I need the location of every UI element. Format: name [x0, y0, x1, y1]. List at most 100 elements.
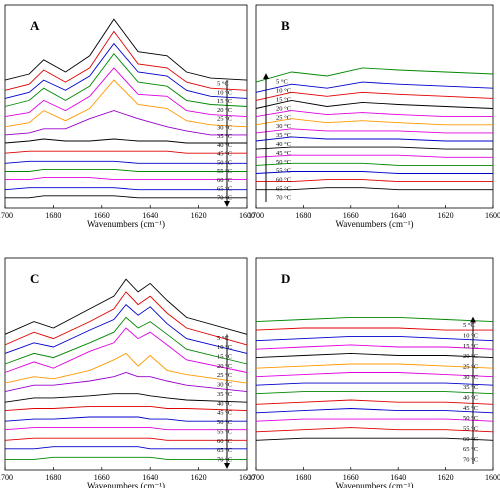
panel-letter: A	[30, 18, 40, 33]
spectrum-line	[255, 136, 493, 142]
x-tick-label: 1660	[343, 211, 359, 220]
spectrum-line	[4, 138, 247, 144]
legend-label: 15 °C	[217, 354, 232, 361]
panel: C 1700 1680 1660 1640 1620 1600 Wavenumbers (cm…	[0, 257, 255, 488]
legend-label: 35 °C	[276, 132, 291, 139]
panel-letter: D	[281, 271, 290, 286]
legend-label: 55 °C	[217, 428, 232, 435]
spectrum-line	[255, 427, 494, 433]
x-tick-label: 1600	[239, 211, 255, 220]
x-tick-label: 1640	[390, 473, 406, 482]
spectrum-line	[4, 437, 247, 441]
spectrum-line	[4, 79, 248, 128]
legend-label: 25 °C	[217, 372, 232, 379]
spectrum-line	[255, 391, 494, 395]
spectrum-line	[4, 18, 248, 81]
x-tick-label: 1700	[248, 211, 264, 220]
legend-label: 10 °C	[276, 88, 291, 95]
spectrum-line	[4, 278, 248, 335]
legend-label: 25 °C	[217, 116, 232, 123]
legend-label: 15 °C	[217, 98, 232, 105]
legend-label: 40 °C	[463, 394, 478, 401]
spectrum-line	[255, 67, 494, 83]
spectrum-line	[5, 168, 247, 172]
spectrum-line	[4, 52, 248, 107]
legend-label: 20 °C	[463, 353, 478, 360]
panel-letter: B	[281, 18, 290, 33]
legend-label: 50 °C	[217, 159, 232, 166]
x-tick-label: 1620	[438, 473, 454, 482]
legend-label: 65 °C	[463, 446, 478, 453]
panel-letter: C	[30, 271, 39, 286]
legend-label: 65 °C	[217, 186, 232, 193]
x-tick-label: 1680	[295, 211, 311, 220]
spectrum-line	[255, 118, 493, 126]
spectrum-line	[4, 427, 247, 431]
spectrum-line	[4, 416, 247, 422]
spectrum-line	[5, 456, 247, 460]
legend-label: 35 °C	[217, 133, 232, 140]
x-axis-label: Wavenumbers (cm⁻¹)	[87, 219, 165, 229]
spectrum-line	[4, 316, 248, 365]
legend-label: 10 °C	[463, 332, 478, 339]
legend-label: 55 °C	[217, 168, 232, 175]
x-axis-label: Wavenumbers (cm⁻¹)	[336, 481, 414, 488]
spectrum-line	[4, 327, 248, 373]
legend-label: 10 °C	[217, 89, 232, 96]
spectrum-line	[255, 437, 494, 441]
panel: D 1700 1680 1660 1640 1620 1600 Wavenumbers (cm…	[248, 257, 500, 488]
x-tick-label: 1680	[45, 211, 61, 220]
x-tick-label: 1680	[295, 473, 311, 482]
legend-label: 25 °C	[276, 114, 291, 121]
legend-label: 50 °C	[217, 419, 232, 426]
legend-label: 25 °C	[463, 363, 478, 370]
legend-label: 20 °C	[276, 105, 291, 112]
spectrum-line	[5, 195, 247, 199]
legend-label: 70 °C	[217, 456, 232, 463]
legend-label: 5 °C	[217, 335, 229, 342]
spectrum-line	[255, 418, 494, 422]
legend-label: 70 °C	[276, 194, 291, 201]
x-tick-label: 1600	[485, 211, 500, 220]
legend-label: 30 °C	[276, 123, 291, 130]
legend-label: 15 °C	[276, 96, 291, 103]
x-tick-label: 1660	[94, 211, 110, 220]
spectrum-line	[255, 146, 493, 150]
spectrum-line	[255, 154, 493, 158]
legend-label: 10 °C	[217, 344, 232, 351]
legend-label: 45 °C	[217, 410, 232, 417]
x-tick-label: 1620	[438, 211, 454, 220]
x-tick-label: 1700	[0, 473, 13, 482]
plot-frame	[255, 4, 494, 209]
legend-label: 20 °C	[217, 363, 232, 370]
spectrum-line	[4, 372, 248, 393]
x-tick-label: 1660	[94, 473, 110, 482]
legend-label: 35 °C	[463, 384, 478, 391]
legend-label: 70 °C	[217, 194, 232, 201]
x-axis-label: Wavenumbers (cm⁻¹)	[336, 219, 414, 229]
x-tick-label: 1660	[343, 473, 359, 482]
legend-label: 15 °C	[463, 343, 478, 350]
spectrum-line	[4, 67, 248, 118]
x-tick-label: 1640	[142, 473, 158, 482]
spectrum-line	[256, 187, 493, 191]
spectrum-line	[256, 179, 493, 183]
legend-label: 50 °C	[276, 159, 291, 166]
spectrum-line	[4, 303, 248, 354]
x-tick-label: 1620	[191, 473, 207, 482]
legend-label: 60 °C	[463, 436, 478, 443]
spectrum-line	[255, 408, 494, 414]
spectrum-line	[4, 187, 247, 191]
spectrum-line	[4, 393, 248, 403]
x-tick-label: 1640	[390, 211, 406, 220]
spectrum-line	[255, 372, 494, 378]
legend-label: 45 °C	[217, 151, 232, 158]
x-tick-label: 1640	[142, 211, 158, 220]
legend-label: 70 °C	[463, 456, 478, 463]
spectrum-line	[255, 363, 494, 369]
legend-label: 30 °C	[217, 382, 232, 389]
legend-label: 45 °C	[463, 405, 478, 412]
legend-label: 55 °C	[276, 168, 291, 175]
spectrum-line	[255, 335, 494, 342]
